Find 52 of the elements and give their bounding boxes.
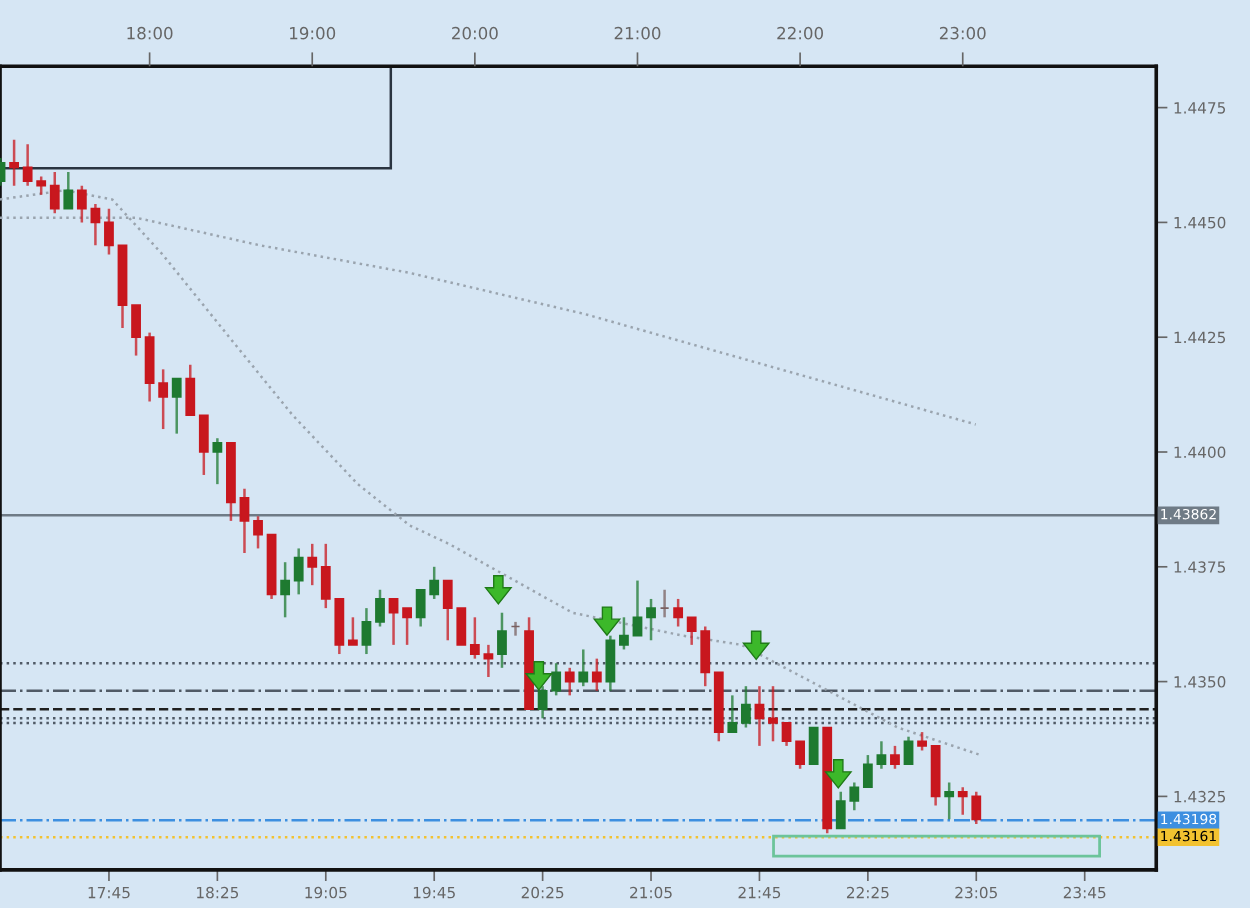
candlestick [307, 542, 318, 587]
candlestick [212, 436, 223, 486]
candlestick [781, 721, 792, 748]
candlestick [768, 684, 778, 743]
candlestick [239, 487, 250, 555]
candlestick [646, 597, 656, 642]
candlestick [754, 684, 765, 748]
x2-tick-label: 21:00 [614, 26, 661, 40]
candlestick [293, 547, 304, 596]
candlestick [63, 170, 74, 210]
candlestick [673, 597, 684, 628]
candlestick [483, 643, 494, 679]
x2-tick-label: 18:00 [127, 26, 173, 40]
candlestick [944, 781, 955, 821]
candlestick [171, 377, 182, 435]
candlestick [104, 207, 114, 256]
candlestick [808, 726, 819, 766]
candlestick [280, 560, 291, 619]
candlestick [903, 735, 914, 766]
candlestick [795, 740, 806, 771]
candlestick [917, 730, 927, 752]
candlestick [497, 611, 507, 670]
candlestick [727, 694, 738, 734]
x2-tick-label: 23:00 [939, 26, 986, 40]
candlestick [361, 606, 372, 656]
candlestick [49, 170, 60, 215]
candlestick [185, 363, 196, 417]
candlestick [740, 684, 751, 729]
line-series [0, 189, 982, 757]
candlestick [578, 648, 589, 688]
candlestick [564, 666, 575, 697]
candlestick [347, 616, 358, 647]
x2-tick-label: 22:00 [777, 26, 824, 40]
candlestick [375, 588, 385, 628]
candlestick [198, 414, 209, 477]
candlestick [619, 616, 629, 651]
candlestick [591, 657, 602, 693]
candlestick [605, 634, 616, 693]
candlestick [76, 184, 87, 224]
candlestick [9, 138, 20, 187]
candlestick [469, 616, 480, 660]
candlestick [862, 753, 873, 789]
candlestick [90, 202, 101, 247]
candlestick [131, 303, 141, 357]
x2-tick-label: 20:00 [452, 26, 498, 40]
candlestick [388, 597, 399, 647]
x2-tick-label: 19:00 [290, 26, 336, 40]
candlestick [402, 606, 412, 647]
candlestick [253, 515, 263, 550]
candlestick [890, 744, 900, 771]
candlestick [876, 740, 887, 771]
candlestick [632, 579, 643, 637]
